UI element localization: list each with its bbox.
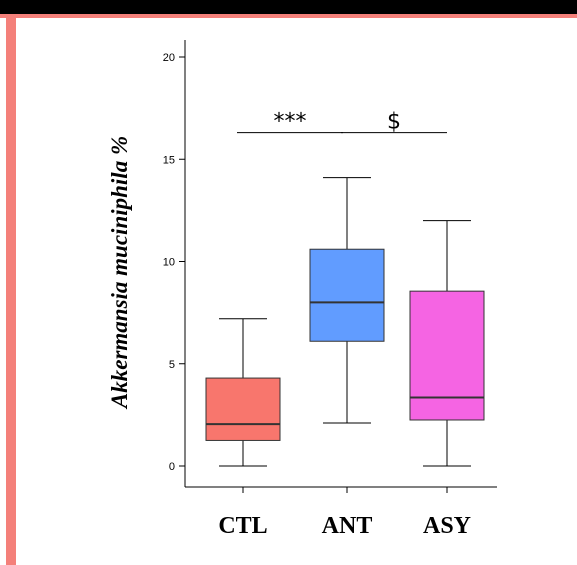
y-tick-label: 20 [163, 52, 175, 64]
y-tick-label: 15 [163, 154, 175, 166]
iqr-box [409, 290, 485, 421]
annotations-group: *** $ [237, 110, 447, 135]
y-tick-label: 0 [169, 461, 175, 473]
y-tick-label: 10 [163, 257, 175, 269]
significance-annotation: *** [237, 110, 343, 135]
significance-marker: $ [387, 110, 401, 135]
top-accent-line [0, 14, 577, 18]
y-axis-label: Akkermansia muciniphila % [107, 136, 132, 410]
x-category-label: ANT [322, 513, 373, 539]
x-category-label: CTL [218, 513, 267, 539]
axes-group: 0 5 10 15 20 CTL ANT ASY [163, 40, 497, 539]
y-tick-label: 5 [169, 359, 175, 371]
significance-annotation: $ [341, 110, 447, 135]
box-ant [309, 177, 385, 424]
box-ctl [205, 318, 281, 467]
iqr-box [309, 248, 385, 342]
significance-marker: *** [274, 110, 307, 135]
boxes-group [205, 177, 485, 467]
box-asy [409, 220, 485, 467]
x-category-label: ASY [423, 513, 471, 539]
top-border-bar [0, 0, 577, 14]
left-accent-border [6, 14, 16, 565]
iqr-box [205, 377, 281, 441]
